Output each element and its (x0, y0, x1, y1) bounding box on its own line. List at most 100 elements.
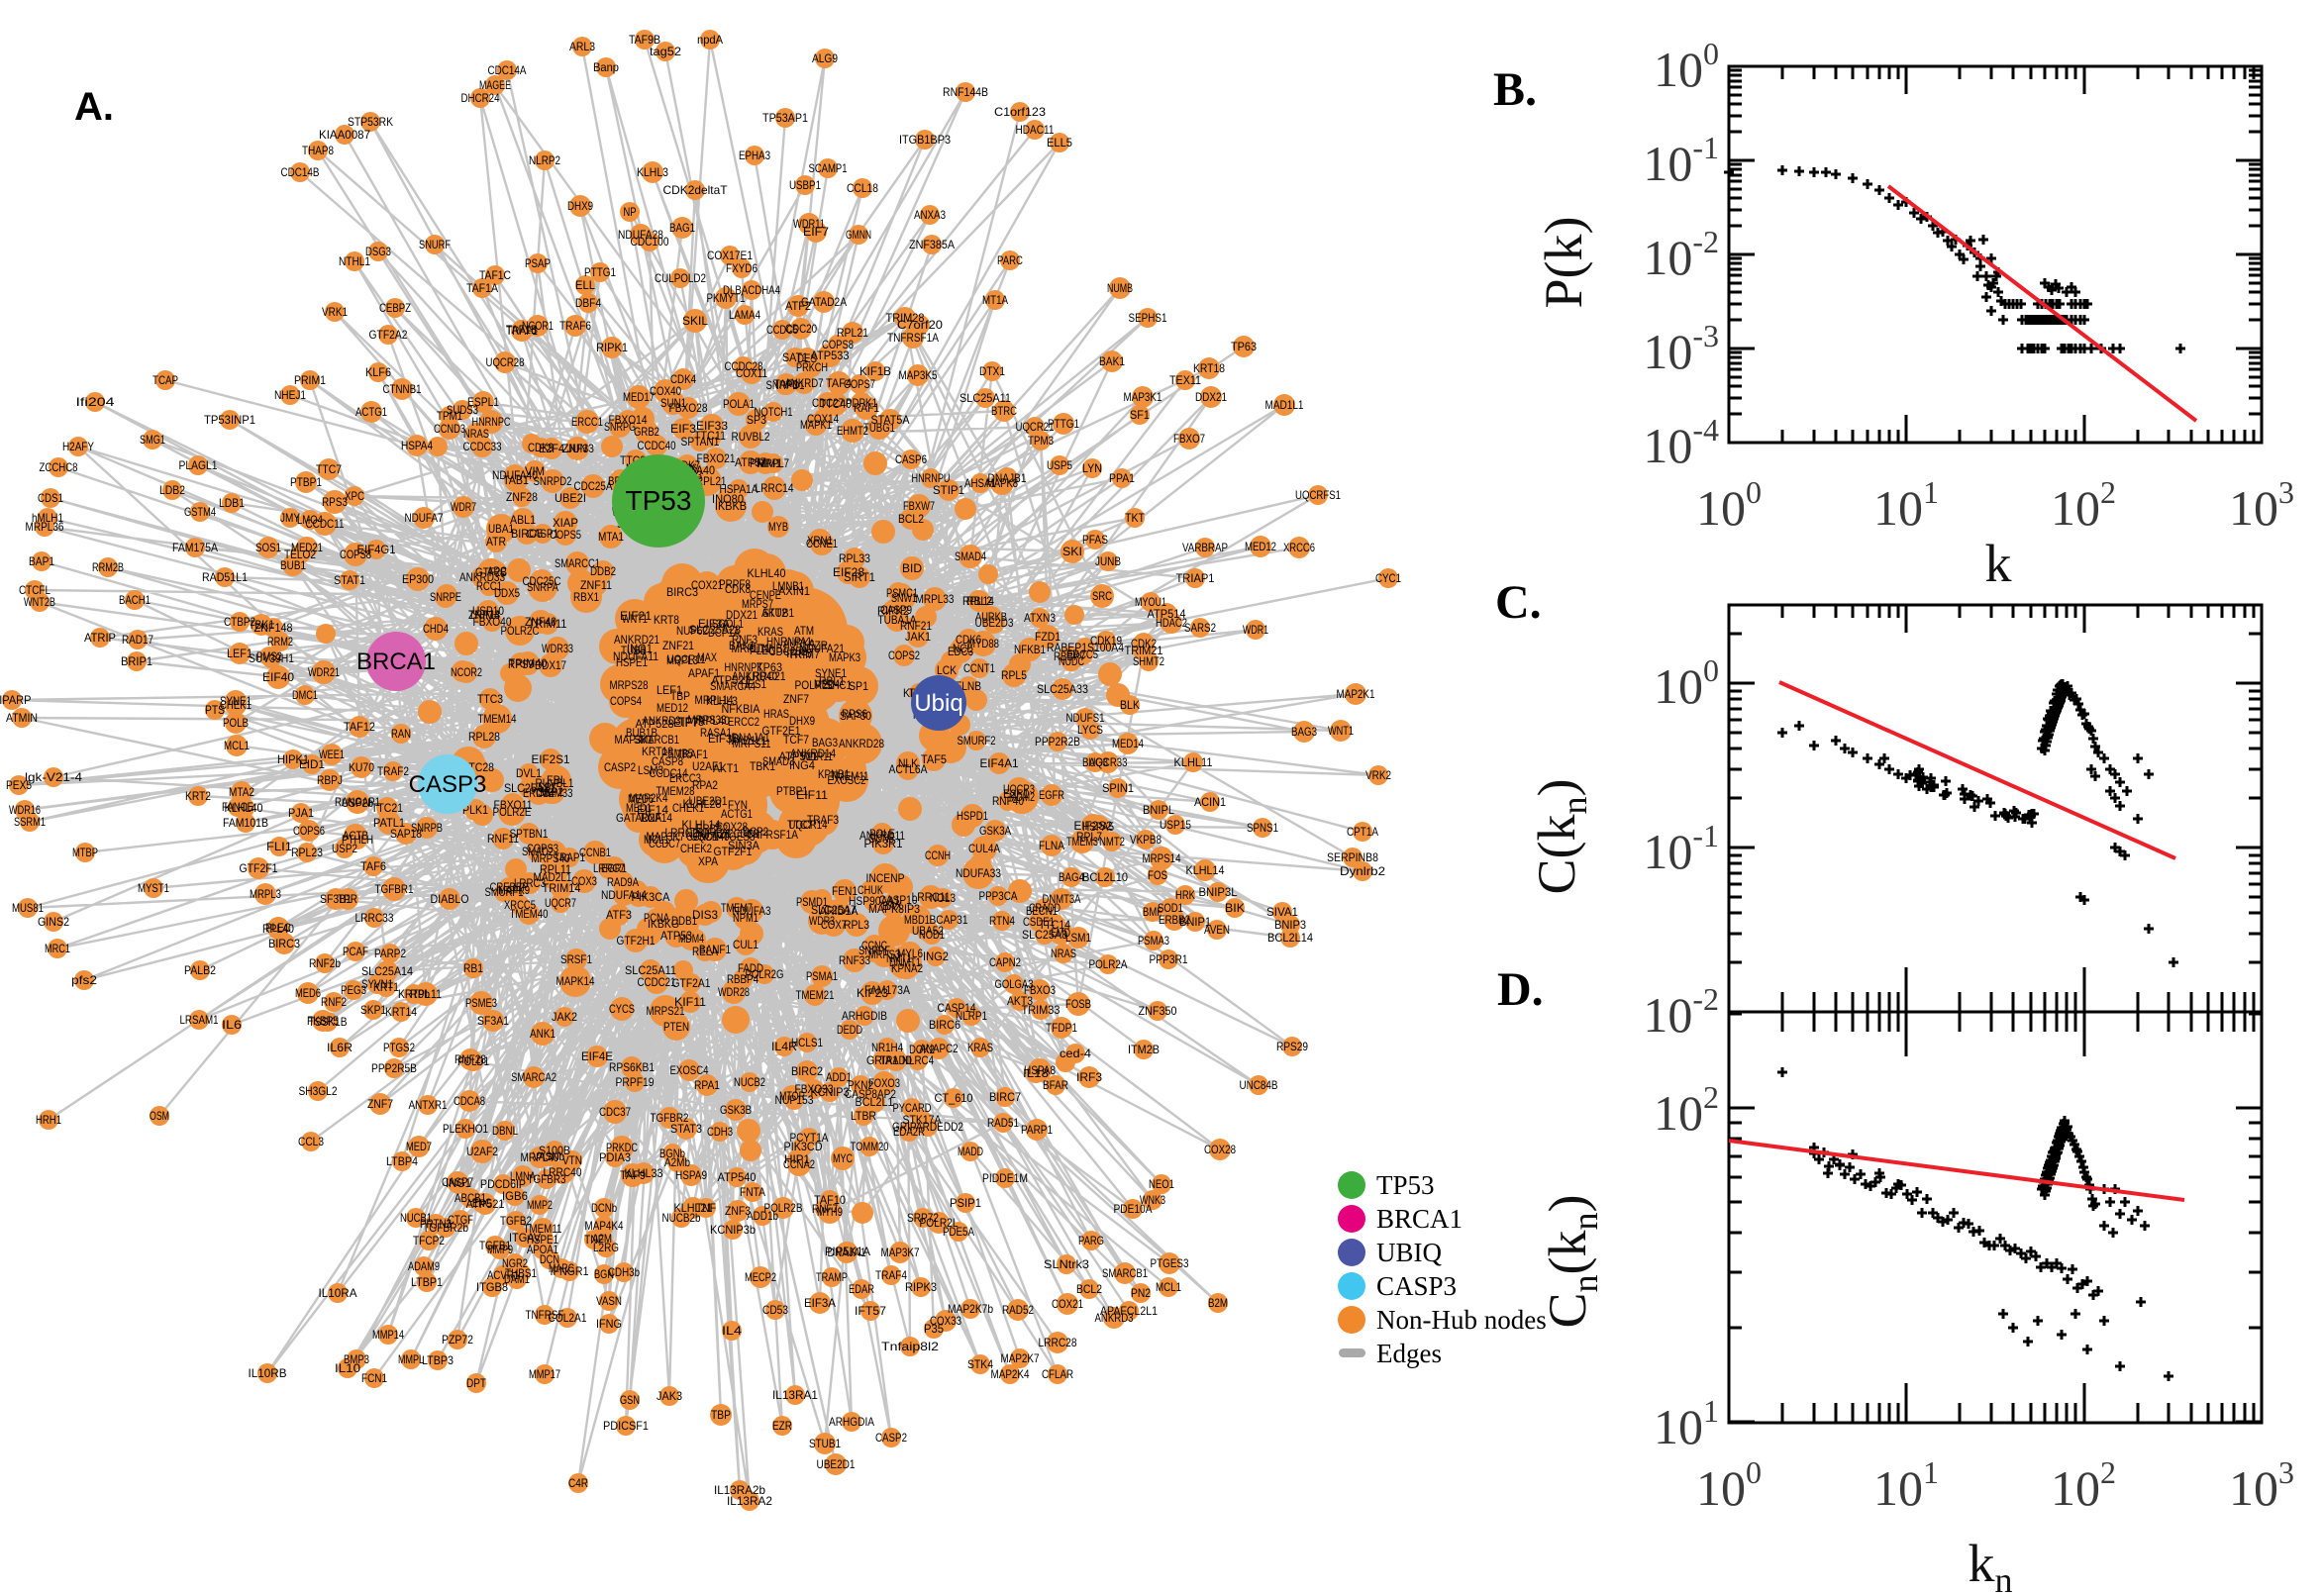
svg-text:Tnfaip8l2: Tnfaip8l2 (881, 1340, 939, 1353)
svg-text:JUNB: JUNB (1095, 554, 1121, 568)
svg-text:CCDC28: CCDC28 (725, 359, 763, 373)
svg-text:CDK8: CDK8 (725, 582, 751, 596)
svg-text:KRT2: KRT2 (185, 789, 211, 803)
svg-text:PDPK1: PDPK1 (846, 396, 877, 410)
svg-text:GTF2A1: GTF2A1 (672, 976, 711, 990)
svg-text:ACTG1: ACTG1 (355, 405, 387, 419)
svg-text:IKBKB: IKBKB (715, 499, 747, 513)
svg-text:CDC100: CDC100 (631, 235, 669, 249)
svg-text:MAPK3: MAPK3 (829, 650, 860, 664)
svg-text:KLHL14: KLHL14 (1186, 863, 1225, 877)
svg-text:CCL18: CCL18 (847, 181, 878, 195)
svg-text:PPP3R1: PPP3R1 (1150, 952, 1188, 966)
svg-text:RNF2: RNF2 (321, 995, 347, 1009)
svg-text:BUB1: BUB1 (280, 558, 306, 572)
svg-text:TRIM3: TRIM3 (468, 608, 500, 622)
svg-text:GTF2F1: GTF2F1 (240, 861, 278, 875)
svg-text:EGR1: EGR1 (601, 861, 627, 875)
svg-text:NHEJ1: NHEJ1 (274, 388, 306, 402)
svg-text:SNURF: SNURF (419, 238, 451, 251)
svg-text:VRK1: VRK1 (322, 305, 348, 319)
svg-text:TRAF4: TRAF4 (875, 1268, 907, 1282)
svg-text:DDX17: DDX17 (535, 658, 566, 672)
svg-text:PTHLH: PTHLH (342, 833, 373, 847)
svg-text:TRIM28: TRIM28 (886, 311, 925, 325)
svg-text:CENPE: CENPE (750, 588, 781, 602)
svg-text:CDC25A: CDC25A (574, 479, 613, 493)
svg-text:RELA: RELA (692, 945, 718, 958)
svg-text:SMURF1: SMURF1 (485, 885, 524, 899)
svg-text:BAK1: BAK1 (1099, 354, 1125, 368)
svg-text:PYCARD: PYCARD (893, 1101, 932, 1115)
svg-text:GSK3A: GSK3A (979, 824, 1011, 838)
svg-text:XPC: XPC (345, 489, 364, 503)
svg-text:MED6: MED6 (628, 792, 654, 806)
svg-text:CYC1: CYC1 (1375, 571, 1401, 585)
svg-text:MED1: MED1 (626, 801, 652, 815)
svg-text:A2Mb: A2Mb (664, 1155, 690, 1169)
svg-text:CCDC40: CCDC40 (638, 439, 676, 452)
svg-text:RPL14: RPL14 (962, 594, 994, 608)
svg-text:D.: D. (1497, 963, 1544, 1016)
svg-text:NDUFS1: NDUFS1 (1066, 711, 1105, 725)
svg-text:SRSF1: SRSF1 (560, 952, 592, 966)
svg-text:TP53AP1: TP53AP1 (762, 111, 808, 125)
svg-text:WDR11: WDR11 (801, 749, 833, 763)
svg-text:TTC11: TTC11 (694, 429, 726, 443)
svg-text:SLC25A21: SLC25A21 (504, 781, 556, 795)
svg-text:MAD1L1: MAD1L1 (729, 734, 767, 748)
svg-text:MTBP: MTBP (72, 846, 98, 859)
svg-text:BRCA1: BRCA1 (356, 648, 436, 675)
svg-text:BAG3: BAG3 (812, 736, 838, 749)
svg-text:KLHL3: KLHL3 (706, 694, 738, 708)
svg-text:TBP: TBP (711, 1408, 731, 1422)
svg-text:BLK: BLK (1120, 698, 1140, 712)
svg-text:PTGS2: PTGS2 (383, 1041, 415, 1054)
svg-text:PRIM1: PRIM1 (294, 373, 326, 387)
svg-text:PRIM1: PRIM1 (750, 456, 781, 470)
svg-text:PARP2: PARP2 (374, 947, 406, 960)
svg-text:HDAC2: HDAC2 (1156, 616, 1187, 630)
svg-text:TRIM21: TRIM21 (1125, 644, 1163, 657)
svg-text:WNT2B: WNT2B (24, 595, 55, 609)
svg-text:hMLH1: hMLH1 (32, 511, 63, 525)
svg-text:KPNA2: KPNA2 (891, 961, 923, 975)
svg-text:LDB1: LDB1 (219, 496, 245, 510)
svg-text:JUN: JUN (567, 442, 587, 455)
svg-text:UQCR40: UQCR40 (691, 830, 730, 844)
svg-text:CASP6: CASP6 (895, 452, 927, 466)
svg-text:MCL1: MCL1 (1156, 1280, 1181, 1294)
svg-text:MAPK8: MAPK8 (986, 476, 1018, 490)
svg-text:LRRC28: LRRC28 (665, 826, 704, 840)
svg-text:CTBP2: CTBP2 (224, 615, 255, 629)
svg-text:NLRC4: NLRC4 (902, 1053, 934, 1067)
svg-text:RNF21: RNF21 (900, 619, 932, 633)
svg-text:CCNC: CCNC (861, 939, 887, 952)
svg-text:PARP1: PARP1 (1021, 1123, 1053, 1137)
svg-text:NFKBIA: NFKBIA (722, 702, 760, 716)
svg-text:MAGEE: MAGEE (479, 78, 511, 92)
svg-text:SHC1: SHC1 (826, 678, 852, 692)
svg-text:IFNGR1: IFNGR1 (551, 1264, 589, 1278)
svg-text:IL6: IL6 (222, 1018, 242, 1032)
svg-text:RAF1: RAF1 (854, 401, 879, 415)
svg-text:ced-4: ced-4 (1060, 1047, 1091, 1060)
svg-text:BCL2L14: BCL2L14 (1267, 931, 1313, 945)
svg-text:DIABLO: DIABLO (431, 892, 469, 906)
svg-text:DNAJA1: DNAJA1 (732, 731, 770, 745)
svg-text:MBD1: MBD1 (904, 913, 930, 927)
svg-text:RPL33: RPL33 (839, 551, 870, 565)
svg-text:PTS: PTS (205, 703, 225, 717)
svg-text:RPL40: RPL40 (698, 714, 730, 728)
svg-text:RNF28: RNF28 (454, 1052, 486, 1066)
svg-text:HSPA9: HSPA9 (675, 1168, 707, 1182)
svg-text:TAB1: TAB1 (503, 473, 529, 487)
svg-text:EPHA3: EPHA3 (739, 149, 770, 162)
svg-text:GRB2: GRB2 (634, 425, 659, 439)
svg-text:RBPJ: RBPJ (317, 773, 343, 787)
svg-text:USP10: USP10 (472, 604, 504, 618)
svg-text:TRAF3: TRAF3 (807, 813, 839, 827)
svg-text:MRPS3: MRPS3 (868, 948, 900, 961)
svg-text:RPL5: RPL5 (1001, 668, 1027, 682)
svg-text:RBL2: RBL2 (966, 594, 992, 608)
